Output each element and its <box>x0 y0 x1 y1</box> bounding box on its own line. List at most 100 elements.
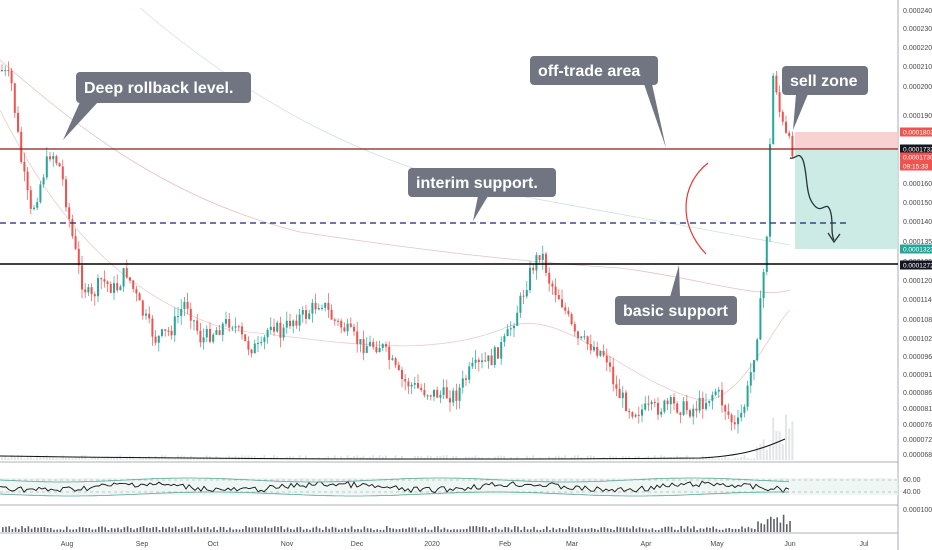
volume-bar <box>421 528 423 532</box>
candle-body <box>369 341 371 347</box>
volume-bar <box>641 458 643 460</box>
candle-body <box>279 322 282 338</box>
volume-bar <box>440 529 442 532</box>
candle-body <box>743 406 746 413</box>
volume-bar <box>721 458 723 460</box>
volume-bar <box>122 458 125 460</box>
volume-bar <box>235 529 238 532</box>
volume-bar <box>693 526 695 532</box>
candle-body <box>593 347 595 351</box>
volume-bar <box>363 526 366 532</box>
volume-bar <box>695 458 698 460</box>
volume-bar <box>677 529 679 532</box>
volume-bar <box>65 458 67 460</box>
volume-bar <box>526 529 529 532</box>
volume-bar <box>40 527 42 532</box>
volume-bar <box>337 458 339 460</box>
candle-body <box>289 320 291 327</box>
volume-bar <box>698 458 701 460</box>
volume-bar <box>37 527 39 532</box>
volume-bar <box>382 529 385 532</box>
candle-body <box>570 314 573 325</box>
candle-body <box>205 328 208 338</box>
time-axis: Aug Sep Oct Nov Dec 2020 Feb Mar Apr May Jun Jul <box>61 541 869 548</box>
candle-body <box>439 394 442 398</box>
callout-basic-support[interactable]: basic support <box>615 265 737 325</box>
volume-bar <box>709 527 711 532</box>
volume-bar <box>155 526 158 532</box>
volume-bar <box>181 528 183 532</box>
position-target-zone <box>795 150 898 249</box>
candle-body <box>529 267 531 291</box>
candle-body <box>621 392 624 399</box>
volume-bar <box>218 457 221 460</box>
candle-body <box>650 401 653 405</box>
volume-bar <box>530 529 532 532</box>
oscillator-tick-label: 60.00 <box>903 477 921 484</box>
short-position[interactable] <box>795 132 898 249</box>
volume-bar <box>87 458 90 460</box>
candle-body <box>333 319 336 321</box>
candle-body <box>765 236 768 273</box>
volume-bar <box>427 529 430 532</box>
volume-bar <box>469 526 471 532</box>
candle-body <box>733 422 736 425</box>
candle-body <box>730 414 733 423</box>
volume-bar <box>686 526 689 532</box>
candle-body <box>679 412 682 415</box>
volume-bar <box>7 457 10 460</box>
candle-body <box>385 344 387 347</box>
volume-bar <box>394 455 397 460</box>
volume-bar <box>13 457 16 460</box>
volume-bar <box>149 528 151 532</box>
volume-bar <box>626 527 628 532</box>
candle-body <box>673 397 675 404</box>
volume-bar <box>436 455 439 460</box>
candle-body <box>375 347 378 353</box>
candle-body <box>487 355 490 362</box>
volume-bar <box>552 527 554 532</box>
candle-body <box>426 395 429 397</box>
callout-deep-rollback[interactable]: Deep rollback level. <box>63 72 251 140</box>
candle-body <box>119 286 122 291</box>
callout-sell-zone[interactable]: sell zone <box>782 66 868 130</box>
volume-bar <box>546 526 548 532</box>
candle-body <box>189 308 192 321</box>
candle-body <box>561 299 563 308</box>
candle-body <box>193 320 195 322</box>
volume-bar <box>583 458 586 460</box>
candle-body <box>71 219 74 237</box>
candle-body <box>769 144 771 237</box>
volume-bar <box>126 526 129 532</box>
callout-interim-support[interactable]: interim support. <box>408 168 556 221</box>
callout-off-trade[interactable]: off-trade area <box>530 56 666 148</box>
volume-bar <box>306 528 308 532</box>
volume-bar <box>315 526 318 532</box>
candle-body <box>330 309 333 320</box>
time-tick-label: Feb <box>499 541 511 548</box>
volume-bar <box>264 526 266 532</box>
candle-body <box>81 265 83 290</box>
candle-body <box>717 389 720 392</box>
callout-off-trade-text: off-trade area <box>538 63 640 80</box>
volume-bar <box>657 458 659 460</box>
projection-arrow <box>789 154 841 244</box>
volume-bar <box>362 455 365 460</box>
volume-bar <box>203 527 206 532</box>
volume-bar <box>565 529 567 532</box>
candle-body <box>154 336 157 343</box>
volume-bar <box>2 527 4 532</box>
candle-body <box>433 389 435 397</box>
volume-bar <box>196 458 199 460</box>
volume-bar <box>333 455 336 460</box>
volume-bar <box>139 526 142 532</box>
candle-body <box>90 287 93 295</box>
volume-bar <box>354 529 356 532</box>
volume-bar <box>165 528 167 532</box>
